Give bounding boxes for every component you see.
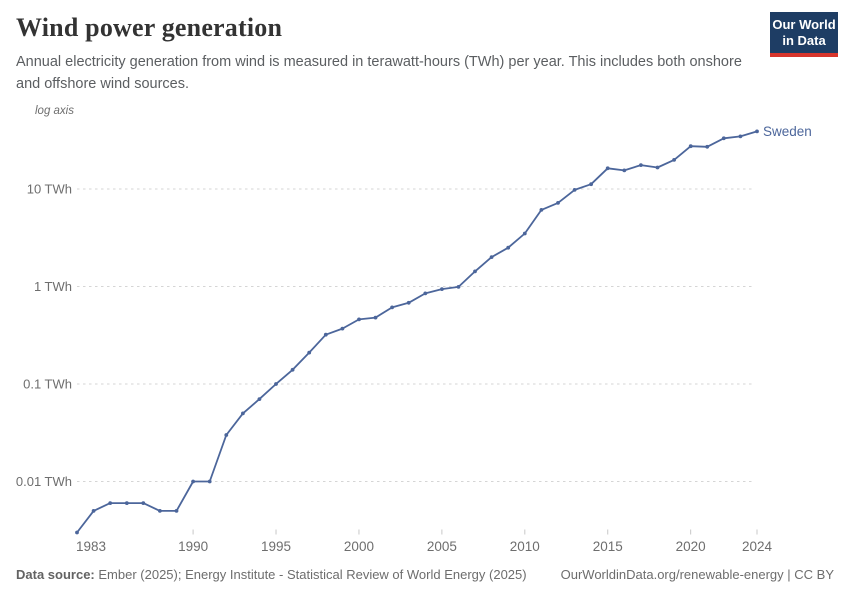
data-point-marker[interactable] <box>440 287 444 291</box>
data-point-marker[interactable] <box>373 315 378 320</box>
x-axis-tick-label: 2015 <box>593 539 623 554</box>
data-point-marker[interactable] <box>290 367 295 372</box>
x-axis-tick-label: 2020 <box>676 539 706 554</box>
chart-footer: Data source: Ember (2025); Energy Instit… <box>16 567 834 582</box>
y-axis-tick-label: 0.1 TWh <box>23 377 72 392</box>
data-point-marker[interactable] <box>721 136 726 141</box>
x-axis-tick-label: 2010 <box>510 539 540 554</box>
data-point-marker[interactable] <box>506 245 511 250</box>
data-point-marker[interactable] <box>589 182 593 187</box>
data-source: Data source: Ember (2025); Energy Instit… <box>16 567 527 582</box>
data-point-marker[interactable] <box>456 285 461 289</box>
data-point-marker[interactable] <box>340 326 345 331</box>
chart-title: Wind power generation <box>16 13 283 42</box>
data-point-marker[interactable] <box>423 291 428 296</box>
data-point-marker[interactable] <box>655 165 660 170</box>
data-point-marker[interactable] <box>705 144 710 149</box>
data-point-marker[interactable] <box>406 300 411 305</box>
data-point-marker[interactable] <box>556 201 560 205</box>
data-point-marker[interactable] <box>688 144 693 149</box>
x-axis-tick-label: 1990 <box>178 539 208 554</box>
data-point-marker[interactable] <box>738 134 743 139</box>
data-point-marker[interactable] <box>241 411 245 416</box>
data-point-marker[interactable] <box>207 479 212 484</box>
sweden-series-line[interactable] <box>76 130 758 534</box>
data-point-marker[interactable] <box>91 509 96 513</box>
x-axis-tick-label: 2000 <box>344 539 374 554</box>
data-point-marker[interactable] <box>191 479 196 484</box>
data-point-marker[interactable] <box>622 168 627 173</box>
attribution-link[interactable]: OurWorldinData.org/renewable-energy | CC… <box>560 567 834 582</box>
data-point-marker[interactable] <box>224 433 229 437</box>
chart-subtitle: Annual electricity generation from wind … <box>16 54 742 92</box>
y-axis-tick-label: 1 TWh <box>34 279 72 294</box>
x-axis-tick-label: 1983 <box>76 539 106 554</box>
data-point-marker[interactable] <box>257 397 262 401</box>
data-point-marker[interactable] <box>572 188 577 192</box>
data-point-marker[interactable] <box>174 509 179 513</box>
x-axis-tick-label: 2005 <box>427 539 457 554</box>
data-point-marker[interactable] <box>274 382 278 386</box>
data-point-marker[interactable] <box>489 255 494 259</box>
data-point-marker[interactable] <box>108 501 113 505</box>
log-axis-note: log axis <box>35 105 74 117</box>
owid-logo-line1: Our World <box>772 17 836 32</box>
y-axis-tick-label: 10 TWh <box>27 182 72 197</box>
data-point-marker[interactable] <box>124 501 129 505</box>
data-point-marker[interactable] <box>522 231 527 236</box>
data-point-marker[interactable] <box>605 166 610 171</box>
data-point-marker[interactable] <box>323 332 328 337</box>
series-label-sweden[interactable]: Sweden <box>763 124 812 139</box>
data-point-marker[interactable] <box>755 129 759 134</box>
data-point-marker[interactable] <box>357 317 361 322</box>
owid-logo-line2: in Data <box>782 33 826 48</box>
data-point-marker[interactable] <box>539 208 544 212</box>
data-point-marker[interactable] <box>141 501 146 505</box>
data-point-marker[interactable] <box>639 163 643 168</box>
data-point-marker[interactable] <box>75 530 79 535</box>
x-axis-tick-label: 1995 <box>261 539 291 554</box>
data-point-marker[interactable] <box>307 350 312 355</box>
data-point-marker[interactable] <box>390 305 394 310</box>
data-source-label: Data source: <box>16 567 95 582</box>
data-point-marker[interactable] <box>158 509 162 513</box>
data-point-marker[interactable] <box>473 269 477 274</box>
owid-logo[interactable]: Our World in Data <box>770 12 838 57</box>
y-axis-tick-label: 0.01 TWh <box>16 474 72 489</box>
data-point-marker[interactable] <box>672 158 676 162</box>
x-axis-tick-label: 2024 <box>742 539 773 554</box>
data-source-text: Ember (2025); Energy Institute - Statist… <box>98 567 527 582</box>
